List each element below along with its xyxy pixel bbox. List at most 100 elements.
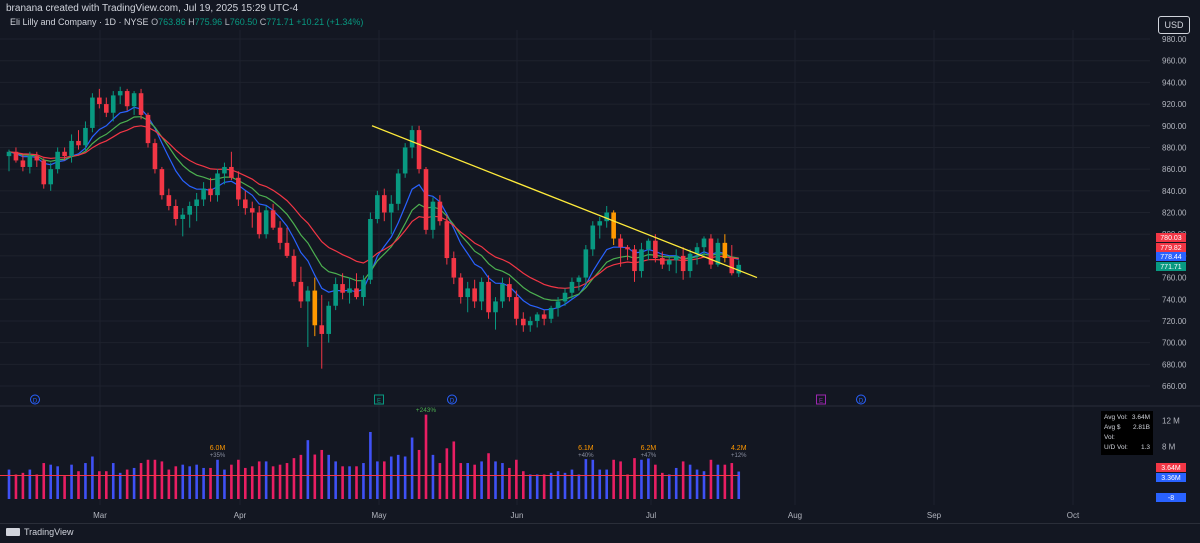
candle-body [632,249,637,272]
volume-annotation: 6.0M [210,445,226,452]
tradingview-brand[interactable]: TradingView [6,527,74,537]
stat-row: U/D Vol: 1.3 [1104,444,1150,451]
volume-bar [445,448,449,499]
volume-bar [306,440,310,499]
stat-row: Avg Vol: 3.64M [1104,414,1150,421]
volume-bar [410,437,414,499]
volume-bar [396,454,400,499]
price-tick-label: 740.00 [1162,295,1187,304]
candle-body [48,169,53,185]
ema-line [8,106,739,311]
time-tick-label: Jun [511,511,524,520]
high-label: H [188,17,195,27]
price-tick-label: 840.00 [1162,187,1187,196]
candle-body [249,208,255,213]
volume-annotation-pct: +35% [210,453,226,459]
volume-bar [438,463,442,499]
volume-bar [257,461,261,499]
volume-bar [98,471,101,499]
price-label-tag [1156,252,1186,261]
volume-bar [424,414,428,499]
candle-body [666,260,672,265]
volume-bar [626,474,629,499]
price-label-tag [1156,233,1186,242]
volume-bar [271,466,275,499]
candle-body [110,95,116,113]
price-chart[interactable]: 660.00 680.00 700.00 720.00 740.00 760.00 780.… [0,0,1200,523]
volume-tick-label: 12 M [1162,417,1180,426]
price-tick-label: 720.00 [1162,317,1187,326]
time-tick-label: Apr [234,511,247,520]
volume-bar [730,463,734,499]
candle-body [90,97,95,128]
volume-bar [681,461,685,499]
price-tick-label: 920.00 [1162,100,1187,109]
volume-bar [528,474,532,499]
candle-body [736,264,742,274]
volume-annotation-pct: +12% [731,453,747,459]
candle-body [465,288,470,298]
volume-bar [250,466,254,499]
volume-bar [508,467,511,499]
volume-annotation-pct: +47% [641,453,657,459]
symbol-ohlc-line: Eli Lilly and Company · 1D · NYSE O763.8… [10,17,363,27]
volume-bar [153,459,157,499]
candle-body [646,240,651,250]
symbol-name[interactable]: Eli Lilly and Company · 1D · NYSE [10,17,149,27]
volume-bar [577,474,581,499]
volume-bar [403,456,407,499]
candle-body [243,199,248,209]
volume-bar [667,474,671,499]
candle-body [722,242,728,259]
candle-body [507,284,512,298]
candle-body [145,114,151,144]
volume-bar [494,461,497,499]
candle-body [583,249,589,278]
volume-bar [292,458,296,499]
volume-bar [362,463,365,499]
volume-bar [348,466,351,499]
volume-bar [146,459,150,499]
volume-bar [709,459,713,499]
dividend-marker [447,394,457,405]
volume-bar [695,469,699,499]
candle-body [166,195,172,206]
candle-body [715,242,721,265]
candle-body [319,325,325,334]
volume-label-text: 3.64M [1161,465,1181,472]
volume-bar [237,459,240,499]
volume-bar [591,459,595,499]
candle-body [375,195,380,220]
volume-stats-box: Avg Vol: 3.64M Avg $ Vol: 2.81B U/D Vol: 1.… [1101,411,1153,455]
volume-label-tag [1156,493,1186,502]
brand-name: TradingView [24,527,74,537]
candle-body [534,314,540,321]
volume-bar [459,463,463,499]
volume-bar [431,454,435,499]
event-marker-letter: E [377,399,381,405]
volume-bar [598,469,602,499]
time-tick-label: Aug [788,511,802,520]
time-tick-label: Sep [927,511,942,520]
open-value: 763.86 [158,17,186,27]
candle-body [458,277,464,298]
candle-body [500,284,505,302]
price-tick-label: 980.00 [1162,35,1187,44]
candle-body [263,210,269,235]
candle-body [437,201,443,222]
price-label-text: 779.82 [1160,245,1182,252]
candle-body [597,221,603,226]
candle-body [569,281,575,293]
candle-body [409,130,415,148]
volume-bar [278,464,282,499]
price-tick-label: 820.00 [1162,209,1187,218]
candle-body [590,225,596,250]
candle-body [493,301,498,313]
volume-bar [91,456,94,499]
candle-body [138,93,144,115]
candle-body [701,238,707,248]
currency-button[interactable]: USD [1158,16,1190,34]
price-label-text: 771.71 [1160,264,1182,271]
volume-bar [452,441,456,499]
price-label-text: 778.44 [1160,254,1182,261]
